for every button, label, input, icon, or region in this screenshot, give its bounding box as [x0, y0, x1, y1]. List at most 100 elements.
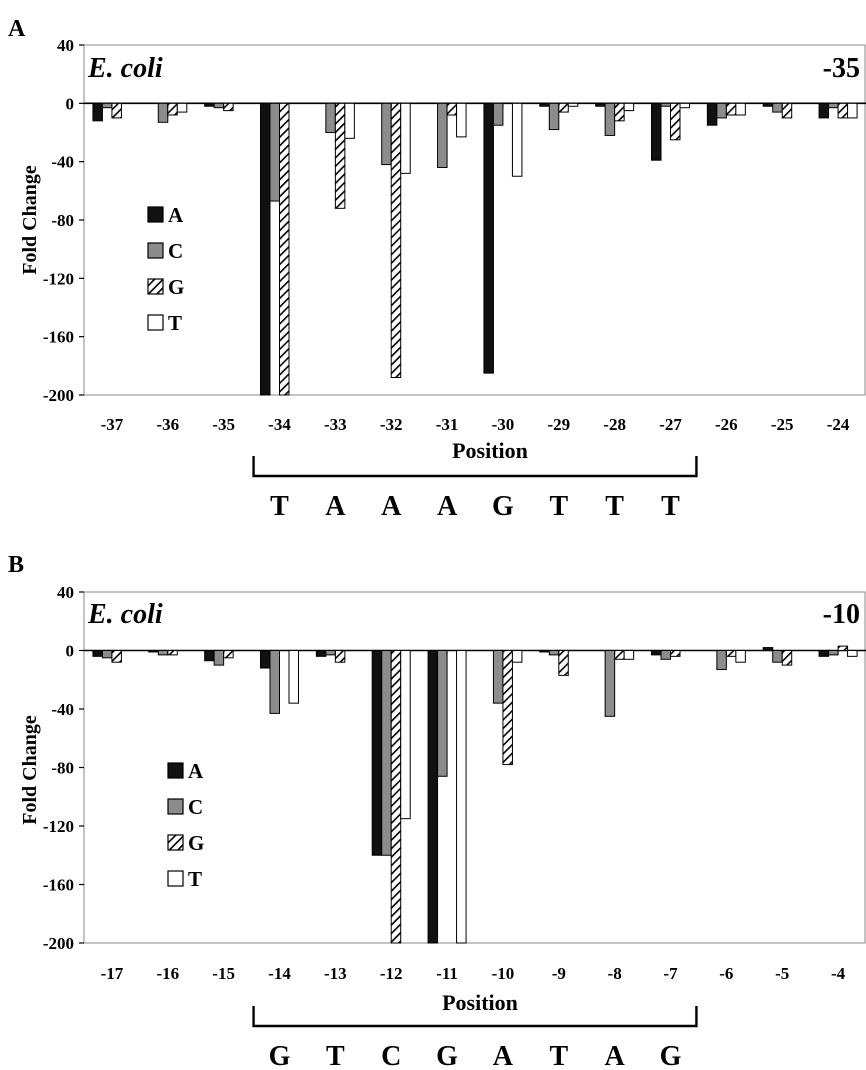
- bar-c--17: [101, 650, 113, 659]
- bar-c--16: [157, 650, 169, 656]
- bar-c--26: [716, 102, 727, 119]
- bar-g--15: [223, 650, 234, 659]
- sequence-letter: G: [492, 491, 514, 522]
- y-tick-label: -160: [43, 876, 74, 895]
- bar-t--28: [623, 102, 635, 112]
- legend-label-t: T: [188, 867, 202, 891]
- legend-swatch-t: [147, 314, 164, 331]
- legend-label-c: C: [168, 239, 183, 263]
- legend-label-a: A: [168, 203, 184, 227]
- bar-c--24: [828, 102, 839, 109]
- bar-c--35: [213, 102, 225, 109]
- x-tick-label: -35: [212, 415, 235, 434]
- bar-a--26: [706, 102, 718, 126]
- panel-a-organism: E. coli: [87, 53, 163, 84]
- sequence-letter: T: [549, 1041, 568, 1070]
- bar-g--27: [670, 102, 681, 141]
- bar-a--14: [260, 650, 271, 669]
- y-tick-label: -120: [43, 269, 74, 288]
- bar-a--37: [92, 102, 103, 122]
- bar-a--25: [762, 102, 774, 107]
- sequence-letter: A: [325, 491, 346, 522]
- bar-c--8: [604, 650, 616, 717]
- bar-g--28: [614, 102, 625, 122]
- y-tick-label: -80: [51, 211, 74, 230]
- bar-c--25: [772, 102, 783, 113]
- bar-g--24: [837, 102, 849, 119]
- bar-c--4: [828, 650, 839, 656]
- bar-t--12: [400, 650, 411, 820]
- bar-t--32: [400, 102, 411, 174]
- sequence-letter: T: [605, 491, 624, 522]
- x-tick-label: -15: [212, 964, 235, 983]
- bar-g--16: [167, 650, 178, 656]
- bar-a--9: [539, 650, 550, 653]
- legend-label-g: G: [168, 275, 184, 299]
- panel-b-ylabel: Fold Change: [19, 715, 41, 825]
- x-tick-label: -10: [492, 964, 515, 983]
- bar-g--37: [111, 102, 122, 119]
- bar-t--10: [511, 650, 523, 663]
- legend-swatch-a: [147, 206, 164, 223]
- bar-c--28: [604, 102, 616, 136]
- bar-c--27: [660, 102, 671, 107]
- bar-t--4: [847, 650, 858, 657]
- x-tick-label: -17: [101, 964, 124, 983]
- sequence-letter: T: [326, 1041, 345, 1070]
- bar-g--17: [111, 650, 122, 663]
- legend-label-a: A: [188, 759, 204, 783]
- legend-swatch-a: [167, 762, 184, 779]
- bar-g--31: [446, 102, 458, 116]
- bar-a--24: [818, 102, 830, 119]
- y-tick-label: -40: [51, 700, 74, 719]
- bar-c--31: [437, 102, 448, 168]
- bar-g--7: [670, 650, 681, 657]
- bar-c--10: [492, 650, 504, 704]
- panel-a-letter: A: [8, 16, 26, 42]
- bar-c--9: [548, 650, 560, 656]
- legend-label-t: T: [168, 311, 182, 335]
- x-tick-label: -5: [775, 964, 789, 983]
- panel-a-region: -35: [823, 53, 860, 84]
- y-tick-label: -40: [51, 153, 74, 172]
- y-tick-label: -120: [43, 817, 74, 836]
- panel-b-region: -10: [823, 599, 860, 630]
- bar-t--24: [847, 102, 858, 119]
- panel-a-xlabel: Position: [452, 438, 528, 463]
- bar-g--29: [558, 102, 569, 113]
- bar-a--30: [483, 102, 494, 374]
- bar-c--32: [381, 102, 392, 166]
- panel-b: 40 0 -40 -80 -120 -160 -200 -17 -16 -15 -14 -13 -12 -…: [43, 583, 866, 1070]
- y-tick-label: 0: [66, 94, 75, 113]
- x-tick-label: -26: [715, 415, 738, 434]
- x-tick-label: -28: [603, 415, 626, 434]
- x-tick-label: -32: [380, 415, 403, 434]
- x-tick-label: -6: [719, 964, 733, 983]
- bar-t--6: [735, 650, 746, 663]
- bar-a--27: [651, 102, 662, 161]
- sequence-letter: T: [549, 491, 568, 522]
- bar-c--14: [269, 650, 280, 714]
- x-tick-label: -9: [552, 964, 566, 983]
- bar-a--13: [315, 650, 327, 657]
- sequence-letter: A: [605, 1041, 626, 1070]
- x-tick-label: -37: [101, 415, 124, 434]
- bar-t--8: [623, 650, 635, 660]
- bar-g--35: [223, 102, 234, 112]
- x-tick-label: -13: [324, 964, 347, 983]
- x-tick-label: -36: [156, 415, 179, 434]
- bar-t--11: [456, 650, 467, 944]
- bar-t--36: [176, 102, 188, 113]
- panel-b-organism: E. coli: [87, 599, 163, 630]
- bar-c--5: [772, 650, 783, 663]
- sequence-letter: G: [660, 1041, 682, 1070]
- x-tick-label: -29: [547, 415, 570, 434]
- bar-g--12: [390, 650, 402, 944]
- bar-a--7: [651, 650, 662, 656]
- plot-frame: [83, 44, 866, 396]
- bar-c--6: [716, 650, 727, 671]
- x-tick-label: -33: [324, 415, 347, 434]
- bar-t--27: [679, 102, 690, 109]
- legend-swatch-t: [167, 870, 184, 887]
- y-tick-label: 40: [57, 36, 74, 55]
